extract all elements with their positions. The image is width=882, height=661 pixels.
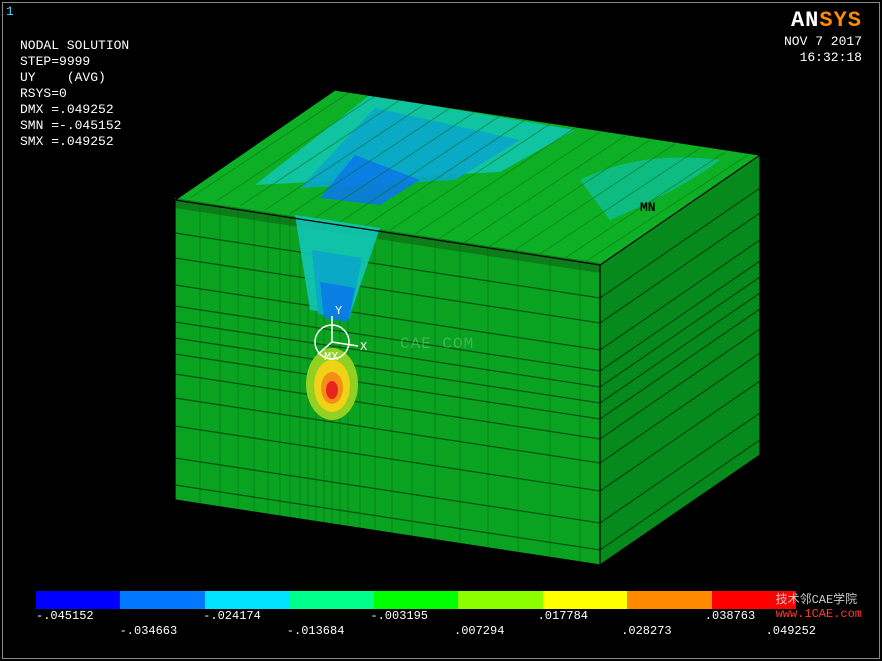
step-line: STEP=9999 [20,54,90,69]
legend-segment [205,591,289,609]
legend-segment [374,591,458,609]
rsys-line: RSYS=0 [20,86,67,101]
legend-label: -.013684 [287,624,345,638]
simulation-view[interactable]: Y X MX [80,70,800,580]
legend-label: .028273 [621,624,671,638]
legend-segment [627,591,711,609]
legend-color-bar [36,591,796,609]
contour-legend: -.045152 -.024174 -.003195 .017784 .038763 -… [36,591,796,641]
mn-label: MN [640,200,656,215]
date-text: NOV 7 2017 [784,34,862,50]
legend-label: -.045152 [36,609,94,623]
axis-x-label: X [360,340,367,354]
center-watermark: CAE COM [400,335,474,353]
logo-an: AN [791,8,819,33]
legend-segment [36,591,120,609]
axis-y-label: Y [335,304,342,318]
logo-sys: SYS [819,8,862,33]
legend-segment [458,591,542,609]
mx-label: MX [324,350,338,364]
window-number: 1 [6,4,14,19]
legend-label: -.024174 [203,609,261,623]
ansys-logo: ANSYS [791,8,862,33]
legend-label: .017784 [538,609,588,623]
date-time: NOV 7 2017 16:32:18 [784,34,862,66]
legend-segment [120,591,204,609]
legend-label: -.034663 [120,624,178,638]
legend-label: .049252 [766,624,816,638]
legend-label: .038763 [705,609,755,623]
legend-segment [543,591,627,609]
legend-segment [289,591,373,609]
legend-label: -.003195 [370,609,428,623]
solution-title: NODAL SOLUTION [20,38,129,53]
time-text: 16:32:18 [784,50,862,66]
corner-watermark: 技术邻CAE学院 www.1CAE.com [776,590,862,621]
front-contour-red [326,381,338,399]
legend-label: .007294 [454,624,504,638]
